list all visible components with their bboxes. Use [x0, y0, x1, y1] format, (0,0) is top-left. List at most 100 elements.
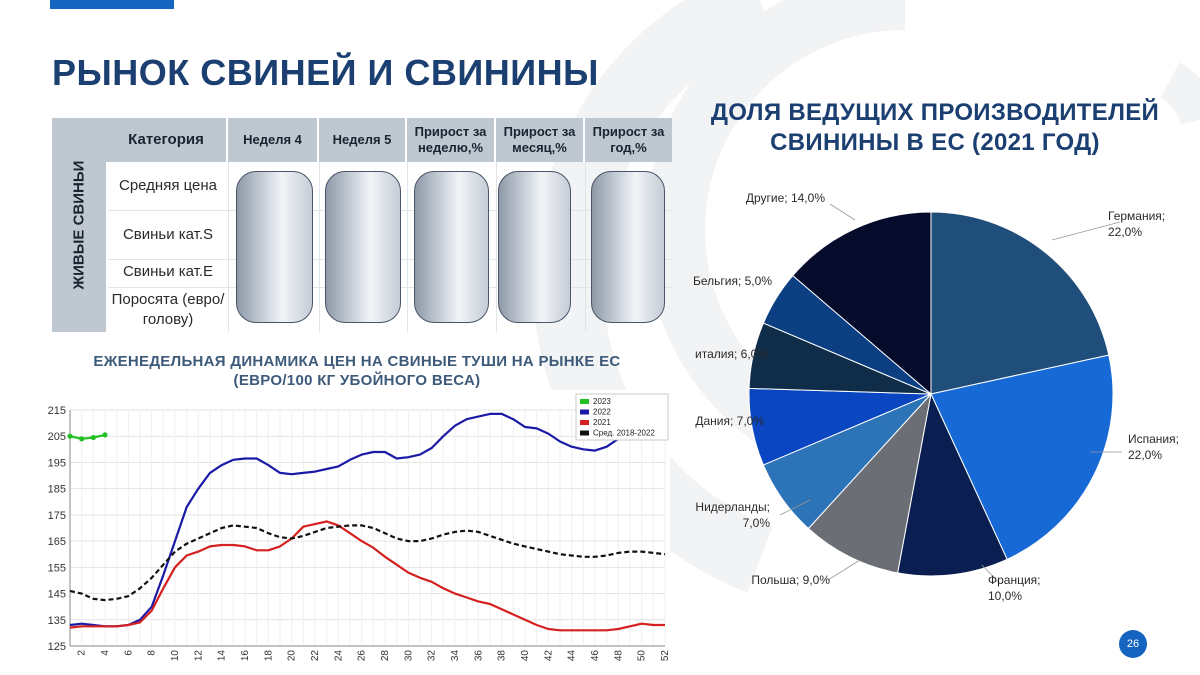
legend-box — [575, 393, 669, 441]
pie-label-5: Нидерланды; 7,0% — [695, 500, 770, 530]
pie-slice-9 — [792, 211, 932, 396]
row-label-piglets: Поросята (евро/голову) — [111, 291, 225, 328]
y-tick-label: 205 — [48, 431, 66, 443]
x-tick-label: 4 — [100, 650, 111, 656]
x-tick-label: 28 — [380, 650, 391, 662]
col-divider — [228, 162, 229, 332]
y-tick-label: 215 — [48, 405, 66, 417]
x-tick-label: 40 — [520, 650, 531, 662]
legend-label: 2023 — [593, 397, 611, 406]
y-tick-label: 145 — [48, 589, 66, 601]
series-line-4 — [69, 524, 666, 602]
legend-swatch — [580, 409, 589, 415]
header-category: Категория — [106, 118, 228, 162]
pie-label-9: Другие; 14,0% — [746, 191, 825, 205]
placeholder-growth-week — [414, 171, 489, 323]
x-tick-label: 20 — [287, 650, 298, 662]
x-tick-label: 36 — [473, 650, 484, 662]
header-growth-year: Прирост за год,% — [585, 118, 672, 162]
pie-slice-3 — [897, 392, 1008, 577]
pie-label-4: Польша; 9,0% — [751, 573, 830, 587]
series-point-2023 — [102, 432, 108, 438]
slide-title: РЫНОК СВИНЕЙ И СВИНИНЫ — [52, 52, 599, 93]
top-accent-bar — [50, 0, 174, 9]
legend-label: 2022 — [593, 408, 611, 417]
price-table: ЖИВЫЕ СВИНЬИ Категория Неделя 4 Неделя 5… — [52, 118, 672, 332]
series-point-2023 — [79, 436, 85, 442]
x-tick-label: 24 — [333, 650, 344, 662]
col-divider — [319, 162, 320, 332]
placeholder-growth-year — [591, 171, 665, 323]
x-tick-label: 34 — [450, 650, 461, 662]
leader-line — [829, 203, 856, 221]
col-divider — [496, 162, 497, 332]
row-label-pigs-s: Свиньи кат.S — [122, 226, 214, 243]
x-tick-label: 38 — [497, 650, 508, 662]
legend-swatch — [580, 420, 589, 425]
series-line-1 — [69, 433, 106, 440]
y-tick-label: 135 — [48, 615, 66, 627]
legend-label: Сред. 2018-2022 — [593, 429, 655, 438]
table-side-label: ЖИВЫЕ СВИНЬИ — [70, 160, 88, 290]
y-tick-label: 125 — [48, 641, 66, 653]
x-tick-label: 16 — [240, 650, 251, 662]
x-tick-label: 6 — [123, 650, 134, 656]
pie-chart-title: ДОЛЯ ВЕДУЩИХ ПРОИЗВОДИТЕЛЕЙ СВИНИНЫ В ЕС… — [710, 99, 1160, 156]
y-tick-label: 165 — [48, 536, 66, 548]
y-tick-label: 155 — [48, 562, 66, 574]
x-tick-label: 46 — [590, 650, 601, 662]
table-side-header: ЖИВЫЕ СВИНЬИ — [52, 118, 106, 332]
pie-label-2: Испания; 22,0% — [1128, 432, 1179, 462]
legend-swatch — [580, 399, 589, 404]
pie-chart: Германия; 22,0% Испания; 22,0% Франция; 10,0%… — [693, 191, 1179, 603]
pie-label-1: Германия; 22,0% — [1108, 209, 1165, 239]
x-tick-label: 32 — [427, 650, 438, 662]
x-tick-label: 26 — [357, 650, 368, 662]
pie-label-7: италия; 6,0% — [695, 347, 768, 361]
pie-label-3: Франция; 10,0% — [988, 573, 1041, 603]
x-tick-label: 10 — [170, 650, 181, 662]
placeholder-growth-month — [498, 171, 571, 323]
x-tick-label: 8 — [147, 650, 158, 656]
legend-label: 2021 — [593, 418, 611, 427]
y-tick-label: 195 — [48, 457, 66, 469]
x-tick-label: 22 — [310, 650, 321, 662]
x-tick-label: 52 — [660, 650, 670, 662]
series-point-2023 — [67, 433, 73, 439]
header-growth-week: Прирост за неделю,% — [407, 118, 496, 162]
series-point-2023 — [90, 434, 96, 441]
header-week4: Неделя 4 — [228, 118, 319, 162]
leader-line — [981, 564, 1001, 585]
col-divider — [407, 162, 408, 332]
placeholder-week5 — [325, 171, 401, 323]
x-tick-label: 50 — [637, 650, 648, 662]
x-tick-label: 18 — [263, 650, 274, 662]
x-tick-label: 48 — [613, 650, 624, 662]
line-chart-background — [40, 390, 670, 672]
pie-label-6: Дания; 7,0% — [695, 414, 764, 428]
x-tick-label: 44 — [567, 650, 578, 662]
page-number: 26 — [1119, 630, 1147, 658]
row-label-avg-price: Средняя цена — [118, 177, 218, 194]
pie-slice-1 — [930, 211, 1110, 395]
leader-line — [1051, 221, 1121, 241]
header-week5: Неделя 5 — [319, 118, 407, 162]
pie-slice-4 — [807, 392, 932, 574]
pie-slice-2 — [930, 354, 1114, 560]
line-chart: 125 135 145 155 165 175 185 195 205 215 2 4 6 8 10 12 14… — [40, 390, 670, 672]
leader-line — [779, 499, 811, 516]
x-tick-label: 42 — [543, 650, 554, 662]
col-divider — [585, 162, 586, 332]
x-tick-label: 14 — [217, 650, 228, 662]
legend-swatch — [580, 430, 589, 436]
y-tick-label: 185 — [48, 484, 66, 496]
row-label-pigs-e: Свиньи кат.E — [122, 263, 214, 280]
placeholder-week4 — [236, 171, 313, 323]
x-tick-label: 12 — [193, 650, 204, 662]
y-tick-label: 175 — [48, 510, 66, 522]
x-tick-label: 30 — [403, 650, 414, 662]
header-growth-month: Прирост за месяц,% — [496, 118, 585, 162]
leader-line — [827, 559, 861, 581]
pie-label-8: Бельгия; 5,0% — [693, 274, 772, 288]
